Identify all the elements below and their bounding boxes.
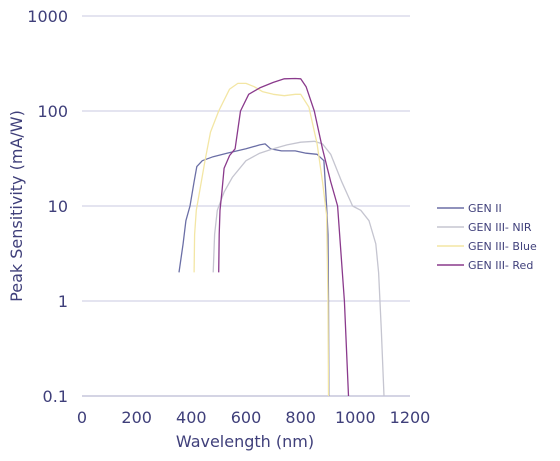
x-tick-label: 600 (231, 408, 262, 427)
legend: GEN II GEN III- NIR GEN III- Blue GEN III- … (437, 202, 537, 272)
series-line-0 (178, 143, 330, 397)
series-line-3 (218, 77, 350, 397)
x-tick-label: 800 (285, 408, 316, 427)
y-tick-label: 100 (37, 102, 68, 121)
legend-label: GEN III- Red (468, 259, 533, 272)
legend-label: GEN III- Blue (468, 240, 537, 253)
x-tick-label: 400 (176, 408, 207, 427)
legend-label: GEN II (468, 202, 502, 215)
y-tick-label: 10 (48, 197, 68, 216)
x-tick-label: 200 (121, 408, 152, 427)
x-tick-label: 1200 (390, 408, 431, 427)
legend-label: GEN III- NIR (468, 221, 532, 234)
series-line-1 (212, 140, 385, 397)
x-axis-label: Wavelength (nm) (176, 432, 314, 451)
y-tick-label: 0.1 (43, 387, 68, 406)
series-layer (178, 77, 385, 397)
x-axis-ticks: 0 200 400 600 800 1000 1200 (77, 408, 430, 427)
grid-lines (82, 15, 410, 397)
y-axis-ticks: 0.1 1 10 100 1000 (27, 7, 68, 406)
y-tick-label: 1000 (27, 7, 68, 26)
y-axis-label: Peak Sensitivity (mA/W) (7, 110, 26, 302)
x-tick-label: 1000 (335, 408, 376, 427)
x-tick-label: 0 (77, 408, 87, 427)
y-tick-label: 1 (58, 292, 68, 311)
